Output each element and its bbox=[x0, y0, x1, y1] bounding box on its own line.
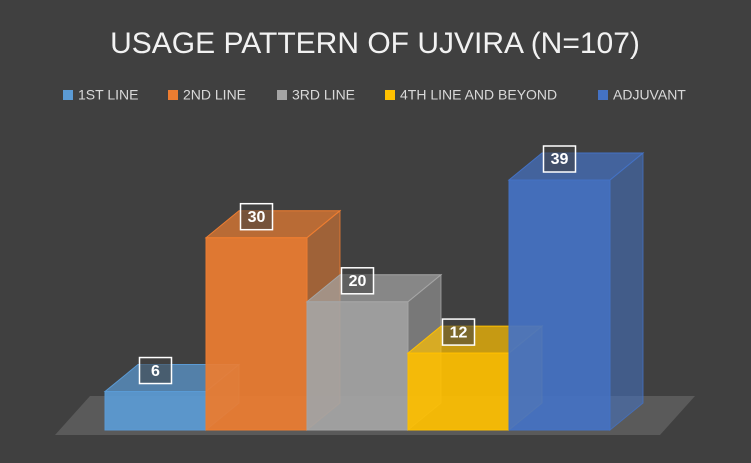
bar bbox=[508, 179, 611, 431]
legend-swatch bbox=[277, 90, 287, 100]
legend-label: 4TH LINE AND BEYOND bbox=[400, 87, 557, 103]
data-label-box bbox=[441, 318, 476, 346]
data-label-box bbox=[138, 356, 173, 385]
chart-title: USAGE PATTERN OF UJVIRA (N=107) bbox=[110, 27, 640, 60]
legend-swatch bbox=[385, 90, 395, 100]
data-label-box bbox=[239, 202, 274, 231]
data-label: 6 bbox=[151, 363, 160, 380]
legend-swatch bbox=[598, 90, 608, 100]
bar bbox=[205, 237, 308, 431]
bar bbox=[407, 352, 510, 431]
bar-side bbox=[609, 151, 644, 432]
legend-label: ADJUVANT bbox=[613, 87, 686, 103]
data-label-box bbox=[340, 267, 375, 295]
legend-label: 1ST LINE bbox=[78, 87, 138, 103]
data-label: 30 bbox=[248, 209, 266, 226]
legend-swatch bbox=[168, 90, 178, 100]
bar bbox=[306, 301, 409, 431]
legend-label: 2ND LINE bbox=[183, 87, 246, 103]
legend-label: 3RD LINE bbox=[292, 87, 355, 103]
bar bbox=[104, 391, 207, 431]
legend-swatch bbox=[63, 90, 73, 100]
data-label: 20 bbox=[349, 273, 367, 290]
data-label-box bbox=[542, 145, 577, 173]
data-label: 39 bbox=[551, 151, 569, 168]
data-label: 12 bbox=[450, 324, 468, 341]
